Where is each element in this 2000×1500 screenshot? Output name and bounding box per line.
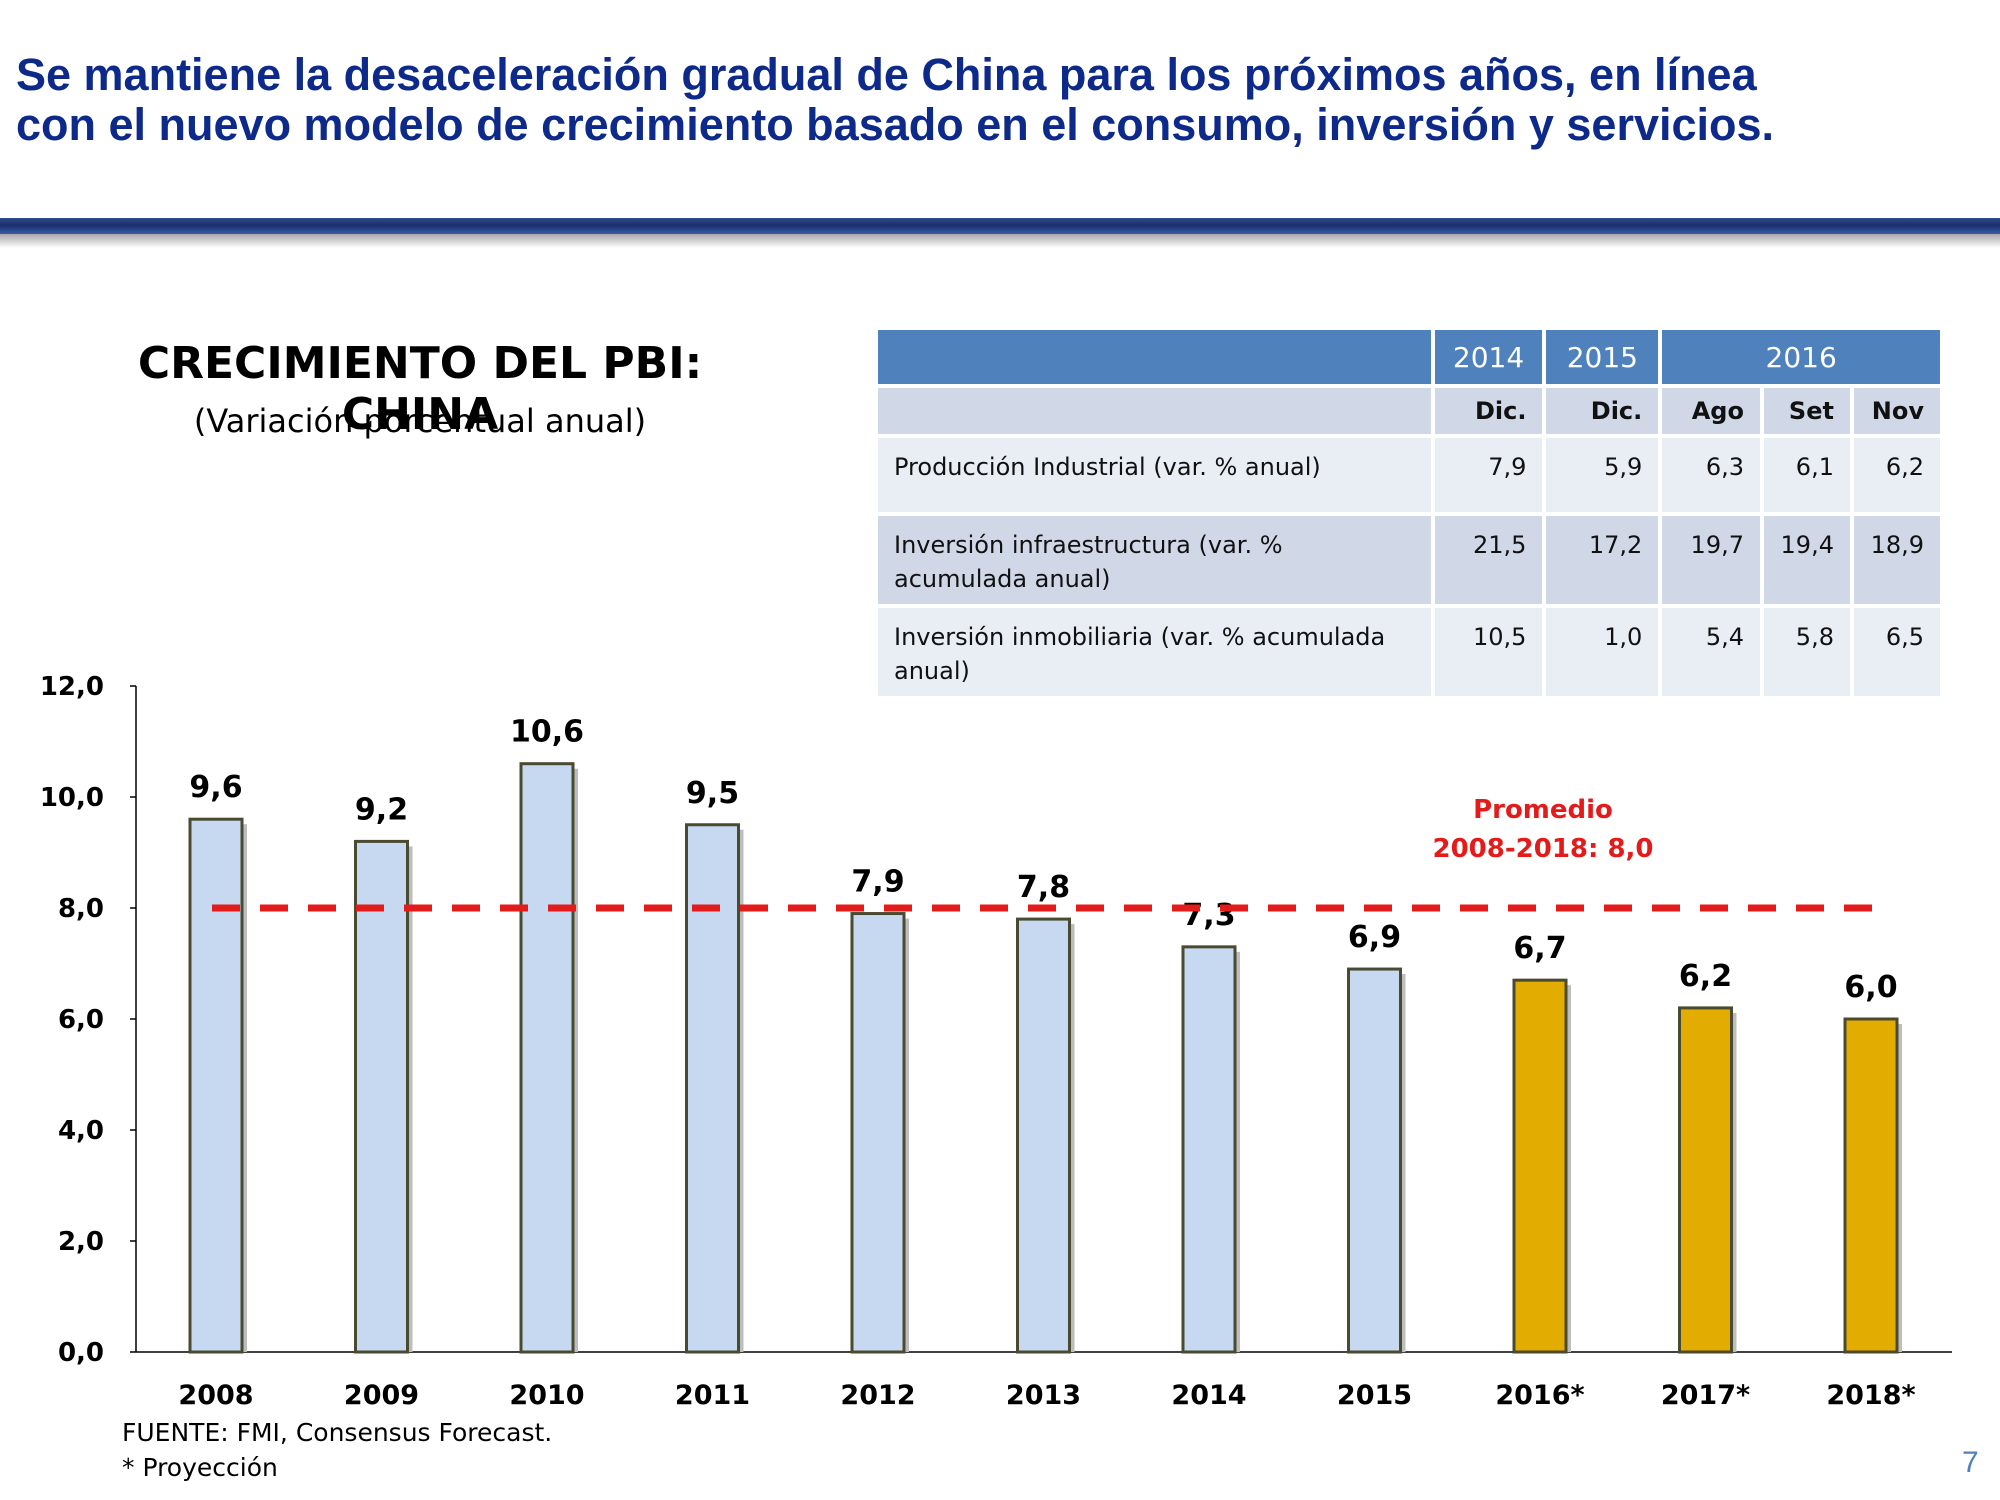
bar-value-label: 6,7 <box>1513 931 1566 966</box>
x-tick-label: 2009 <box>344 1380 419 1411</box>
table-cell: 19,4 <box>1763 516 1850 604</box>
y-tick-label: 6,0 <box>58 1005 104 1035</box>
bar-value-label: 7,9 <box>851 865 904 900</box>
average-label: Promedio <box>1473 795 1613 825</box>
bar-value-label: 9,6 <box>189 770 242 805</box>
table-year-header: 2014 <box>1434 330 1543 384</box>
x-tick-label: 2018* <box>1826 1380 1915 1411</box>
x-tick-label: 2008 <box>178 1380 253 1411</box>
bar-value-label: 6,2 <box>1679 959 1732 994</box>
slide-headline: Se mantiene la desaceleración gradual de… <box>16 50 1996 150</box>
x-tick-label: 2015 <box>1337 1380 1412 1411</box>
table-row: Producción Industrial (var. % anual) 7,9… <box>878 438 1940 512</box>
bar-value-label: 6,9 <box>1348 920 1401 955</box>
y-tick-label: 2,0 <box>58 1227 104 1257</box>
header-divider-bar <box>0 218 2000 234</box>
table-month-header-row: Dic. Dic. Ago Set Nov <box>878 388 1940 434</box>
bar <box>354 839 409 1354</box>
gdp-bar-chart: 0,0 2,0 4,0 6,0 8,0 10,0 12,0 9,6 2008 9,2 2009 10,… <box>40 672 1952 1411</box>
bar-value-label: 7,3 <box>1182 898 1235 933</box>
table-cell: 17,2 <box>1546 516 1659 604</box>
bar <box>1843 1017 1899 1354</box>
table-year-header-row: 2014 2015 2016 <box>878 330 1940 384</box>
table-month-header: Ago <box>1662 388 1760 434</box>
table-month-header: Set <box>1763 388 1850 434</box>
table-row: Inversión inmobiliaria (var. % acumulada… <box>878 608 1940 696</box>
average-label: 2008-2018: 8,0 <box>1432 834 1653 864</box>
y-tick-label: 8,0 <box>58 894 104 924</box>
x-tick-label: 2012 <box>840 1380 915 1411</box>
bar <box>188 817 244 1354</box>
headline-line-2: con el nuevo modelo de crecimiento basad… <box>16 99 1775 150</box>
table-cell: 6,5 <box>1853 608 1940 696</box>
table-year-header: 2016 <box>1662 330 1940 384</box>
x-tick-label: 2014 <box>1171 1380 1246 1411</box>
bar-value-label: 9,5 <box>686 776 739 811</box>
table-cell: 1,0 <box>1546 608 1659 696</box>
table-cell: 5,8 <box>1763 608 1850 696</box>
bar <box>1678 1006 1733 1354</box>
table-cell: 6,3 <box>1662 438 1760 512</box>
bar-value-label: 10,6 <box>510 715 584 750</box>
y-tick-label: 10,0 <box>40 783 104 813</box>
x-tick-label: 2017* <box>1661 1380 1750 1411</box>
table-cell: 19,7 <box>1662 516 1760 604</box>
table-cell: 5,4 <box>1662 608 1760 696</box>
bar <box>519 762 575 1354</box>
table-month-header: Dic. <box>1434 388 1543 434</box>
x-tick-label: 2010 <box>509 1380 584 1411</box>
projection-footnote: * Proyección <box>122 1453 278 1482</box>
bar <box>850 912 906 1354</box>
table-row: Inversión infraestructura (var. % acumul… <box>878 516 1940 604</box>
bar <box>1181 945 1237 1354</box>
table-header-blank <box>878 330 1431 384</box>
headline-line-1: Se mantiene la desaceleración gradual de… <box>16 49 1757 100</box>
y-tick-label: 0,0 <box>58 1338 104 1368</box>
bar <box>685 823 740 1354</box>
table-month-header: Dic. <box>1546 388 1659 434</box>
chart-title: CRECIMIENTO DEL PBI: CHINA <box>137 338 703 440</box>
y-tick-label: 12,0 <box>40 672 104 702</box>
table-cell: 5,9 <box>1546 438 1659 512</box>
table-year-header: 2015 <box>1546 330 1659 384</box>
bar <box>1016 917 1071 1354</box>
table-month-header: Nov <box>1853 388 1940 434</box>
header-divider-shadow <box>0 234 2000 248</box>
table-cell: 6,1 <box>1763 438 1850 512</box>
bar <box>1512 978 1568 1354</box>
slide-header: Se mantiene la desaceleración gradual de… <box>0 0 2000 250</box>
page-number: 7 <box>1962 1446 1979 1479</box>
table-cell: 7,9 <box>1434 438 1543 512</box>
bar-value-label: 7,8 <box>1017 870 1070 905</box>
table-cell: 6,2 <box>1853 438 1940 512</box>
source-note: FUENTE: FMI, Consensus Forecast. <box>122 1418 553 1447</box>
bar <box>1347 967 1402 1354</box>
x-tick-label: 2013 <box>1006 1380 1081 1411</box>
table-header-blank <box>878 388 1431 434</box>
x-tick-label: 2016* <box>1495 1380 1584 1411</box>
chart-subtitle: (Variación porcentual anual) <box>193 402 647 440</box>
y-tick-label: 4,0 <box>58 1116 104 1146</box>
table-cell: 10,5 <box>1434 608 1543 696</box>
bar-value-label: 6,0 <box>1844 970 1897 1005</box>
x-tick-label: 2011 <box>675 1380 750 1411</box>
table-row-label: Inversión infraestructura (var. % acumul… <box>878 516 1431 604</box>
table-row-label: Inversión inmobiliaria (var. % acumulada… <box>878 608 1431 696</box>
table-row-label: Producción Industrial (var. % anual) <box>878 438 1431 512</box>
table-cell: 18,9 <box>1853 516 1940 604</box>
indicators-table: 2014 2015 2016 Dic. Dic. Ago Set Nov Pro… <box>874 326 1944 700</box>
table-cell: 21,5 <box>1434 516 1543 604</box>
bar-value-label: 9,2 <box>355 792 408 827</box>
